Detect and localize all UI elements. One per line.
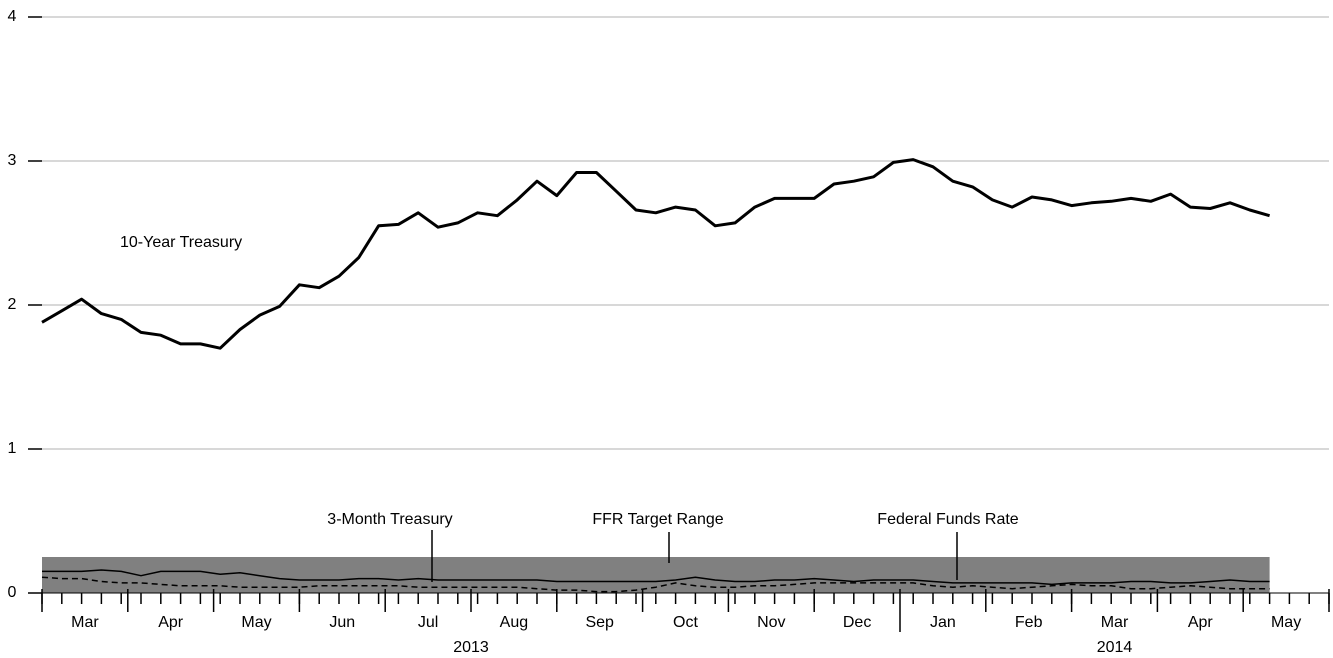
axis-layer: 0 1 2 3 4 Mar Apr May Jun Jul Aug Sep Oct Nov Dec Jan Fe… <box>8 8 1330 656</box>
month-label: Jul <box>418 614 438 631</box>
line-layer <box>41 158 1271 593</box>
year-label: 2013 <box>453 639 489 656</box>
y-tick-label: 3 <box>8 152 17 169</box>
month-label: Nov <box>757 614 785 631</box>
month-label: Jan <box>930 614 956 631</box>
month-label: Apr <box>158 614 184 631</box>
month-label: Sep <box>585 614 614 631</box>
month-label: Aug <box>500 614 528 631</box>
series-label: 10-Year Treasury <box>120 234 242 251</box>
series-line <box>41 576 1270 593</box>
y-tick-label: 1 <box>8 440 17 457</box>
y-tick-label: 0 <box>8 584 17 601</box>
band-label: FFR Target Range <box>592 511 723 528</box>
series-line <box>41 158 1271 350</box>
series-label: 3-Month Treasury <box>327 511 452 528</box>
month-label: Mar <box>71 614 99 631</box>
month-label: Apr <box>1188 614 1214 631</box>
month-label: Dec <box>843 614 871 631</box>
month-label: Feb <box>1015 614 1043 631</box>
month-label: Jun <box>329 614 355 631</box>
y-tick-label: 4 <box>8 8 17 25</box>
series-label: Federal Funds Rate <box>877 511 1019 528</box>
month-label: May <box>1271 614 1301 631</box>
grid-layer <box>42 16 1329 450</box>
year-label: 2014 <box>1097 639 1133 656</box>
month-label: May <box>241 614 271 631</box>
month-label: Mar <box>1101 614 1129 631</box>
month-label: Oct <box>673 614 698 631</box>
series-line <box>42 569 1270 586</box>
y-tick-label: 2 <box>8 296 17 313</box>
